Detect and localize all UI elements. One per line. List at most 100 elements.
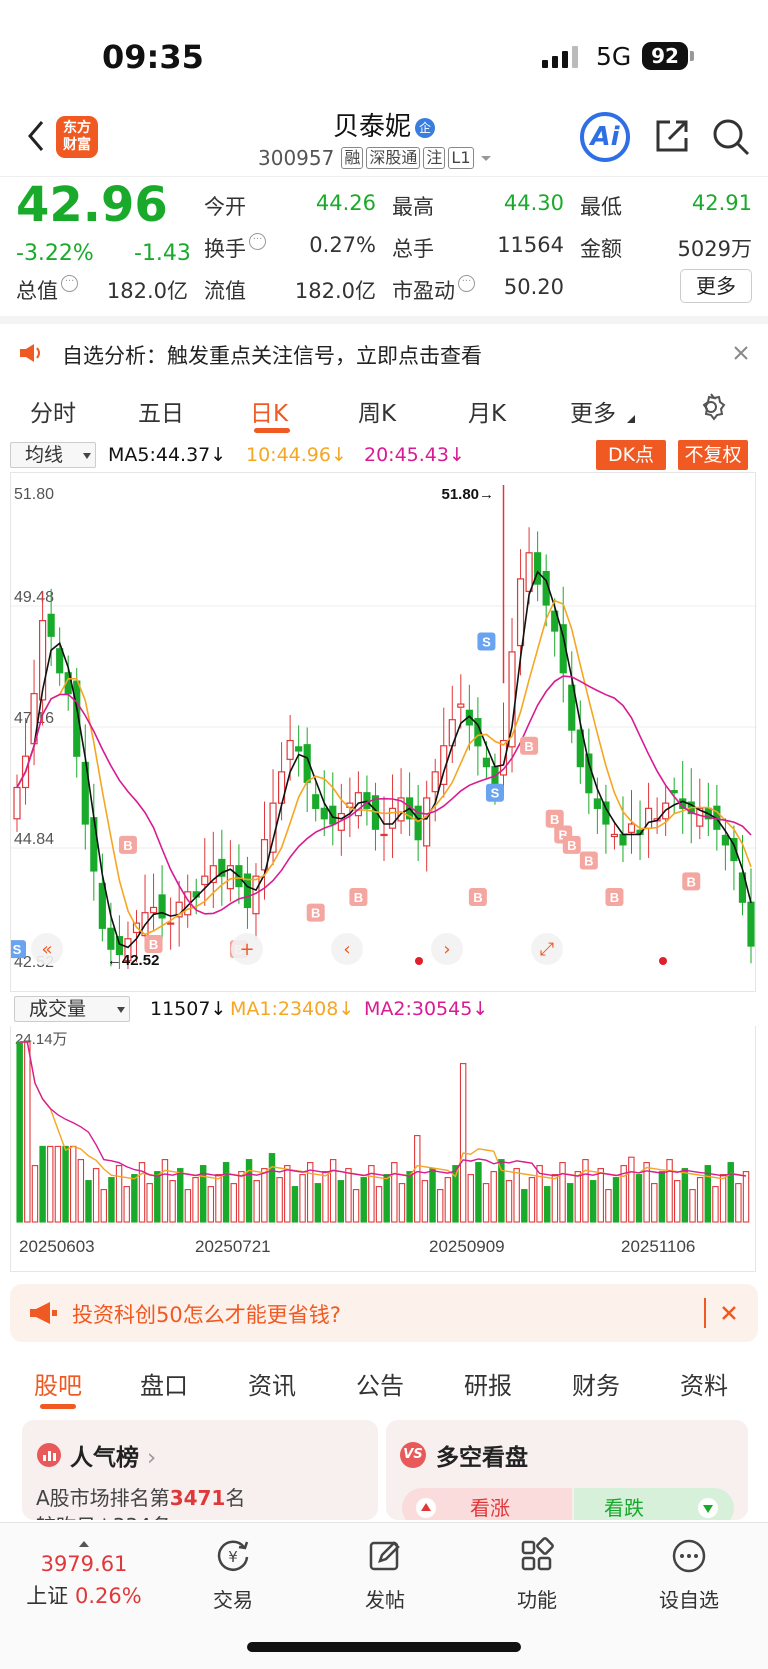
chart-control-button[interactable]: ‹: [331, 933, 363, 965]
volume-bar: [436, 1189, 444, 1223]
app-logo[interactable]: 东方 财富: [56, 116, 98, 158]
candle-body: [627, 823, 636, 833]
nav-add-watchlist[interactable]: 设自选: [634, 1537, 744, 1613]
alert-banner[interactable]: 自选分析：触发重点关注信号，立即点击查看: [0, 316, 768, 376]
stock-subtitle[interactable]: 300957 融 深股通 注 L1: [258, 146, 497, 170]
candle-body: [534, 552, 542, 585]
volume-bar: [245, 1159, 253, 1223]
tab-minute[interactable]: 分时: [30, 401, 76, 427]
search-icon[interactable]: [710, 116, 752, 158]
buy-marker[interactable]: B: [545, 809, 564, 828]
volume-bar: [230, 1183, 237, 1223]
buy-marker[interactable]: B: [562, 835, 581, 854]
bear-button[interactable]: 看跌: [574, 1488, 734, 1520]
sell-marker[interactable]: S: [8, 940, 26, 959]
tab-finance[interactable]: 财务: [572, 1372, 620, 1400]
close-icon[interactable]: [732, 344, 750, 362]
buy-marker[interactable]: B: [579, 851, 598, 870]
tab-guba[interactable]: 股吧: [34, 1372, 82, 1400]
candle-body: [482, 757, 491, 768]
chart-control-button[interactable]: ⤢: [531, 933, 563, 965]
dk-point-button[interactable]: DK点: [596, 440, 666, 470]
volume-label: 总手: [392, 237, 434, 261]
ma5-line: [16, 570, 752, 949]
volume-bar: [696, 1177, 704, 1223]
candle-body: [670, 790, 678, 794]
vol-ma1-text: MA1:23408: [230, 998, 339, 1020]
nav-trade[interactable]: ¥ 交易: [178, 1537, 288, 1613]
dropdown-icon[interactable]: [477, 151, 497, 165]
chart-tabs: 分时 五日 日K 周K 月K 更多: [0, 376, 768, 438]
marker-label: B: [473, 890, 482, 905]
tab-five-day[interactable]: 五日: [138, 401, 184, 427]
chart-control-button[interactable]: +: [231, 933, 263, 965]
share-icon[interactable]: [652, 116, 692, 156]
more-quote-button[interactable]: 更多: [680, 269, 752, 303]
tag-margin: 融: [341, 147, 364, 169]
sell-marker[interactable]: S: [477, 632, 496, 651]
info-icon[interactable]: ···: [458, 275, 475, 292]
tag-registered: 注: [423, 147, 446, 169]
candle-body: [747, 901, 755, 947]
promo-banner[interactable]: 投资科创50怎么才能更省钱?: [10, 1284, 758, 1342]
nav-functions[interactable]: 功能: [482, 1537, 592, 1613]
volume-bar: [123, 1186, 130, 1223]
bull-button[interactable]: 看涨: [402, 1488, 572, 1520]
tab-news[interactable]: 资讯: [248, 1372, 296, 1400]
nav-post[interactable]: 发帖: [330, 1537, 440, 1613]
buy-marker[interactable]: B: [520, 736, 539, 755]
buy-marker[interactable]: B: [349, 888, 368, 907]
marker-label: B: [567, 838, 576, 853]
low-value: 42.91: [691, 191, 752, 215]
active-tab-underline: [254, 428, 290, 433]
tab-daily-k[interactable]: 日K: [250, 401, 289, 427]
buy-marker[interactable]: B: [468, 888, 487, 907]
index-quote[interactable]: 3979.61 上证 0.26%: [14, 1533, 154, 1610]
volume-bar: [498, 1159, 505, 1223]
kline-chart[interactable]: 51.8049.4847.1644.8442.5251.80→←42.52BBB…: [8, 472, 757, 992]
sell-marker[interactable]: S: [485, 783, 504, 802]
volume-select[interactable]: 成交量: [14, 996, 130, 1022]
candle-body: [499, 739, 508, 776]
buy-marker[interactable]: B: [144, 934, 163, 953]
info-icon[interactable]: ···: [61, 275, 78, 292]
bull-bear-card[interactable]: VS 多空看盘 看涨 看跌: [386, 1420, 748, 1520]
volume-bar: [444, 1177, 452, 1223]
chart-control-button[interactable]: ›: [431, 933, 463, 965]
volume-bar: [719, 1174, 727, 1223]
control-bg: [531, 933, 563, 965]
close-icon[interactable]: [720, 1304, 738, 1322]
info-icon[interactable]: ···: [249, 233, 266, 250]
back-icon[interactable]: [22, 116, 52, 156]
volume-chart[interactable]: 24.14万 20250603 20250721 20250909 20251106: [10, 1026, 756, 1272]
indicator-select[interactable]: 均线: [10, 442, 96, 468]
buy-marker[interactable]: B: [682, 872, 701, 891]
vol-text: 11507: [150, 998, 211, 1020]
buy-marker[interactable]: B: [306, 903, 325, 922]
tab-more[interactable]: 更多: [570, 401, 616, 427]
buy-marker[interactable]: B: [118, 835, 137, 854]
ai-button[interactable]: Ai: [580, 112, 630, 162]
tab-monthly-k[interactable]: 月K: [468, 401, 507, 427]
buy-marker[interactable]: B: [605, 888, 624, 907]
settings-icon[interactable]: [696, 392, 726, 422]
vs-icon: VS: [400, 1442, 426, 1468]
float-value: 182.0亿: [294, 279, 376, 303]
x-tick-label: 20251106: [621, 1237, 695, 1256]
volume-bar: [207, 1186, 215, 1223]
tab-pankou[interactable]: 盘口: [140, 1372, 188, 1400]
tab-profile[interactable]: 资料: [680, 1372, 728, 1400]
vol-ma1: MA1:23408↓: [230, 998, 355, 1020]
promo-text: 投资科创50怎么才能更省钱?: [72, 1303, 341, 1327]
candle-body: [39, 620, 47, 701]
volume-bar: [559, 1162, 566, 1223]
volume-bar: [261, 1168, 268, 1223]
candle-body: [388, 807, 397, 829]
tab-notice[interactable]: 公告: [356, 1372, 404, 1400]
tab-research[interactable]: 研报: [464, 1372, 512, 1400]
chart-control-button[interactable]: «: [31, 933, 63, 965]
stock-title[interactable]: 贝泰妮企: [0, 106, 768, 143]
popularity-card[interactable]: 人气榜 › A股市场排名第3471名 较昨日↓334名: [22, 1420, 378, 1520]
adjust-button[interactable]: 不复权: [678, 440, 748, 470]
tab-weekly-k[interactable]: 周K: [358, 401, 397, 427]
